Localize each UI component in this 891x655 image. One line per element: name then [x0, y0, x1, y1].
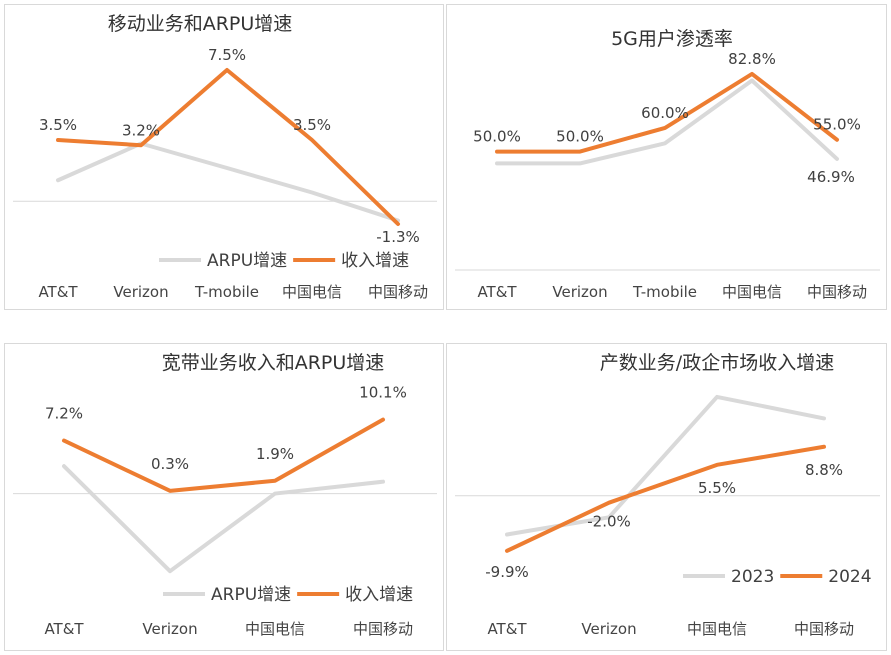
- x-tick-label: 中国移动: [368, 283, 428, 301]
- legend-label: ARPU增速: [207, 251, 287, 271]
- chart-digital-gov: 产数业务/政企市场收入增速 -9.9% -2.0% 5.5% 8.8% AT&T Veriz…: [455, 352, 880, 638]
- data-label: 5.5%: [698, 479, 736, 497]
- data-label: 10.1%: [359, 384, 407, 402]
- chart-panel-mobile-arpu: 移动业务和ARPU增速 3.5% 3.2% 7.5% 3.5% -1.3% AT&T Veri…: [4, 4, 444, 310]
- x-tick-label: 中国移动: [353, 620, 413, 638]
- data-label: 3.2%: [122, 121, 160, 139]
- series-line-0: [505, 394, 826, 537]
- data-label: 82.8%: [728, 50, 776, 68]
- data-label: 1.9%: [256, 445, 294, 463]
- x-tick-label: Verizon: [552, 283, 607, 301]
- chart-title: 产数业务/政企市场收入增速: [600, 352, 834, 374]
- x-tick-label: Verizon: [142, 620, 197, 638]
- data-label: 60.0%: [641, 104, 689, 122]
- chart-broadband: 宽带业务收入和ARPU增速 7.2% 0.3% 1.9% 10.1% AT&T Verizo…: [13, 352, 437, 638]
- x-tick-label: T-mobile: [632, 283, 697, 301]
- legend-label: 2024: [828, 567, 871, 587]
- chart-title: 宽带业务收入和ARPU增速: [162, 352, 385, 374]
- data-label: 3.5%: [39, 116, 77, 134]
- series-line-0: [56, 141, 400, 223]
- chart-panel-5g-penetration: 5G用户渗透率 50.0% 50.0% 60.0% 82.8% 55.0% 46.9% AT&…: [446, 4, 887, 310]
- x-tick-label: Verizon: [581, 620, 636, 638]
- chart-panel-broadband: 宽带业务收入和ARPU增速 7.2% 0.3% 1.9% 10.1% AT&T Verizo…: [4, 343, 444, 651]
- x-tick-label: 中国移动: [794, 620, 854, 638]
- x-tick-label: AT&T: [487, 620, 527, 638]
- series-line-1: [62, 417, 385, 493]
- legend-label: 收入增速: [345, 585, 413, 605]
- series-line-1: [495, 71, 839, 154]
- data-label: -2.0%: [587, 513, 631, 531]
- data-label: 7.2%: [45, 405, 83, 423]
- x-tick-label: 中国移动: [807, 283, 867, 301]
- data-label: 8.8%: [805, 461, 843, 479]
- chart-panel-digital-gov: 产数业务/政企市场收入增速 -9.9% -2.0% 5.5% 8.8% AT&T Veriz…: [446, 343, 887, 651]
- chart-title: 移动业务和ARPU增速: [108, 13, 293, 35]
- data-label: -9.9%: [485, 563, 529, 581]
- chart-5g-penetration: 5G用户渗透率 50.0% 50.0% 60.0% 82.8% 55.0% 46.9% AT&…: [455, 28, 880, 301]
- x-tick-label: 中国电信: [282, 283, 342, 301]
- data-label: 3.5%: [293, 116, 331, 134]
- series-line-1: [56, 68, 400, 226]
- data-label: -1.3%: [376, 228, 420, 246]
- legend-label: 2023: [731, 567, 774, 587]
- series-line-0: [495, 78, 839, 166]
- legend-label: 收入增速: [341, 251, 409, 271]
- x-tick-label: 中国电信: [245, 620, 305, 638]
- legend-label: ARPU增速: [211, 585, 291, 605]
- x-tick-label: AT&T: [38, 283, 78, 301]
- chart-mobile-arpu: 移动业务和ARPU增速 3.5% 3.2% 7.5% 3.5% -1.3% AT&T Veri…: [13, 13, 437, 301]
- data-label: 7.5%: [208, 46, 246, 64]
- data-label: 50.0%: [556, 128, 604, 146]
- x-tick-label: AT&T: [44, 620, 84, 638]
- x-tick-label: T-mobile: [194, 283, 259, 301]
- x-tick-label: 中国电信: [687, 620, 747, 638]
- chart-title: 5G用户渗透率: [611, 28, 733, 50]
- data-label: 0.3%: [151, 455, 189, 473]
- series-line-0: [62, 464, 385, 574]
- data-label: 50.0%: [473, 128, 521, 146]
- data-label: 55.0%: [813, 116, 861, 134]
- x-tick-label: AT&T: [477, 283, 517, 301]
- x-tick-label: Verizon: [113, 283, 168, 301]
- series-line-1: [505, 444, 826, 553]
- data-label: 46.9%: [807, 168, 855, 186]
- x-tick-label: 中国电信: [722, 283, 782, 301]
